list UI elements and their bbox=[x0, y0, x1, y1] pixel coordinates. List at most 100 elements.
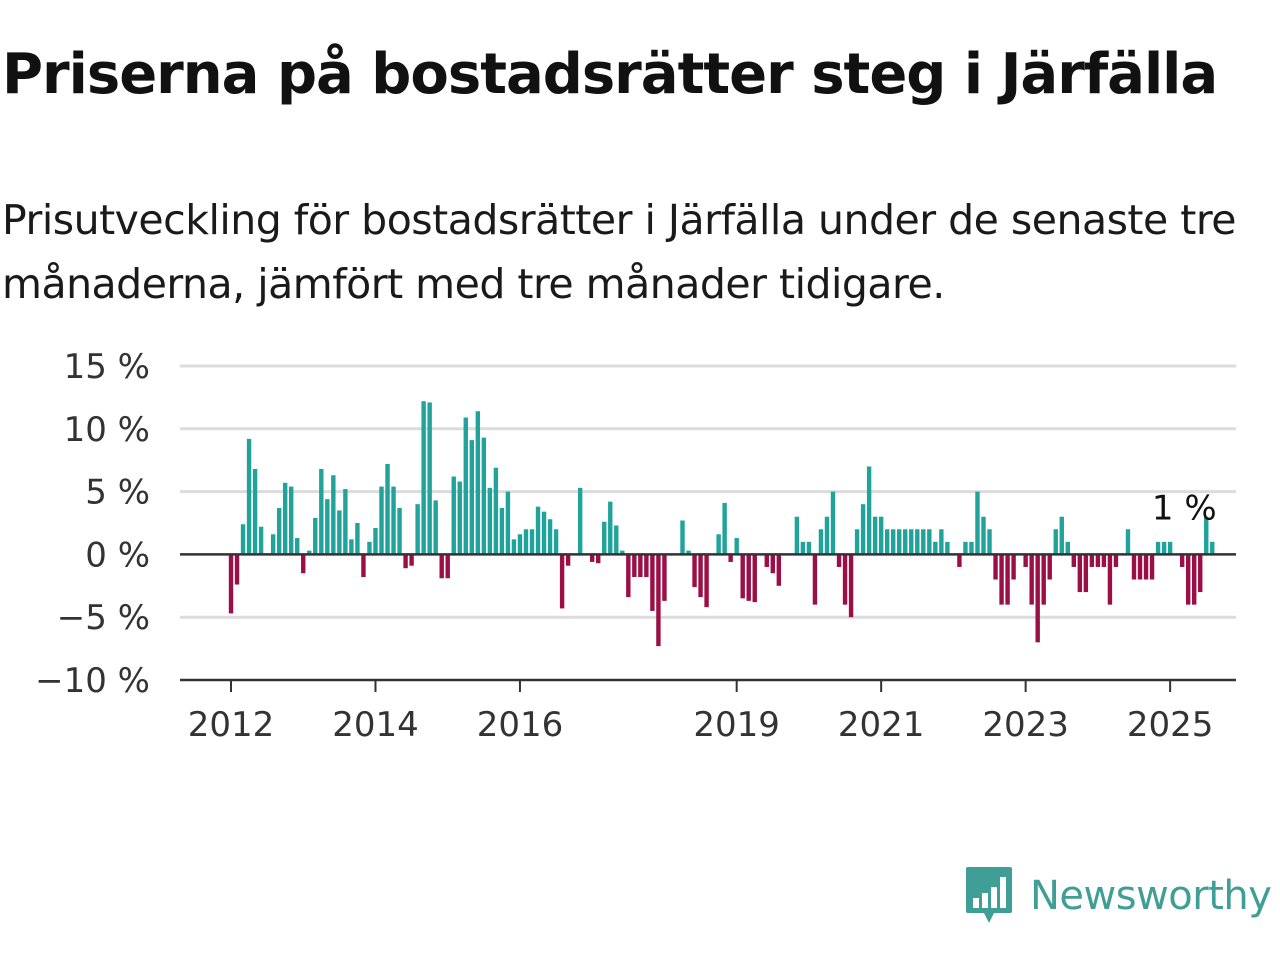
bar bbox=[487, 487, 493, 555]
bar bbox=[746, 554, 751, 601]
bar bbox=[1155, 541, 1161, 555]
bar bbox=[626, 554, 631, 598]
bar bbox=[403, 554, 408, 569]
bar bbox=[373, 528, 378, 555]
x-tick-label: 2012 bbox=[188, 705, 275, 745]
bar bbox=[228, 554, 234, 614]
brand-name: Newsworthy bbox=[1030, 873, 1272, 919]
bar bbox=[740, 554, 745, 599]
bar bbox=[270, 534, 276, 555]
bar bbox=[921, 529, 926, 555]
bar bbox=[234, 554, 240, 585]
bar bbox=[1161, 541, 1167, 555]
bar bbox=[499, 507, 505, 555]
bar bbox=[1131, 554, 1137, 580]
x-tick-label: 2023 bbox=[982, 705, 1069, 745]
bar bbox=[325, 499, 330, 555]
bar bbox=[891, 529, 896, 555]
bar bbox=[644, 554, 649, 578]
bar bbox=[481, 437, 487, 555]
bar bbox=[734, 538, 739, 555]
gridlines bbox=[180, 364, 1236, 619]
bar bbox=[933, 541, 938, 555]
bars bbox=[228, 401, 1215, 647]
bar bbox=[409, 554, 414, 566]
bar bbox=[824, 516, 830, 555]
bar bbox=[866, 466, 872, 555]
y-tick-label: −10 % bbox=[35, 661, 150, 701]
y-tick-label: 10 % bbox=[64, 410, 150, 450]
bar bbox=[608, 501, 613, 555]
bar bbox=[1047, 554, 1052, 580]
bar bbox=[1005, 554, 1010, 605]
bar bbox=[812, 554, 818, 605]
chart-title: Priserna på bostadsrätter steg i Järfäll… bbox=[2, 42, 1218, 107]
bar bbox=[493, 467, 499, 555]
bar bbox=[830, 491, 836, 555]
bar bbox=[698, 554, 703, 598]
bar bbox=[385, 463, 390, 555]
bar bbox=[632, 554, 637, 578]
bar bbox=[860, 504, 866, 555]
bar bbox=[945, 541, 950, 555]
bar bbox=[842, 554, 848, 605]
bar bbox=[1204, 516, 1209, 555]
bar bbox=[927, 529, 932, 555]
bar bbox=[686, 550, 691, 555]
bar bbox=[1179, 554, 1185, 567]
x-tick-label: 2014 bbox=[332, 705, 419, 745]
bar bbox=[391, 486, 396, 555]
y-tick-label: 0 % bbox=[85, 535, 150, 575]
last-value-label: 1 % bbox=[1152, 489, 1217, 529]
bar bbox=[1029, 554, 1034, 605]
bar bbox=[529, 529, 535, 555]
bar bbox=[957, 554, 962, 567]
bar bbox=[806, 541, 812, 555]
axis-labels: 15 % 10 % 5 % 0 % −5 % −10 % 2012 2014 2016 2019 2… bbox=[35, 347, 1217, 745]
bar bbox=[1053, 529, 1058, 555]
bar bbox=[427, 402, 432, 555]
bar bbox=[794, 516, 800, 555]
bar bbox=[289, 486, 294, 555]
bar bbox=[1143, 554, 1149, 580]
bar bbox=[1065, 541, 1070, 555]
bar bbox=[559, 554, 565, 609]
bar bbox=[1113, 554, 1119, 567]
bar bbox=[349, 539, 354, 555]
bar bbox=[240, 524, 246, 555]
bar bbox=[421, 401, 426, 555]
bar bbox=[872, 516, 878, 555]
bar bbox=[854, 529, 860, 555]
bar bbox=[445, 554, 450, 579]
bar bbox=[1011, 554, 1016, 580]
bar bbox=[650, 554, 655, 611]
bar bbox=[276, 507, 282, 555]
bar bbox=[511, 539, 517, 555]
bar bbox=[252, 468, 258, 555]
brand: Newsworthy bbox=[964, 864, 1272, 928]
bar bbox=[505, 491, 511, 555]
bar bbox=[282, 482, 288, 555]
bar bbox=[656, 554, 661, 647]
bar bbox=[463, 417, 468, 555]
bar bbox=[963, 541, 968, 555]
x-tick-label: 2016 bbox=[477, 705, 564, 745]
bar bbox=[716, 534, 721, 555]
bar bbox=[246, 438, 252, 555]
bar bbox=[836, 554, 842, 567]
bar bbox=[1185, 554, 1191, 605]
bar bbox=[909, 529, 914, 555]
bar bbox=[728, 554, 733, 562]
bar bbox=[800, 541, 806, 555]
bar bbox=[541, 511, 547, 555]
bar bbox=[469, 440, 474, 555]
bar bbox=[1107, 554, 1113, 605]
bar bbox=[295, 538, 300, 555]
bar bbox=[523, 529, 529, 555]
bar bbox=[313, 517, 318, 555]
bar bbox=[565, 554, 571, 566]
x-tick-label: 2021 bbox=[838, 705, 925, 745]
bar bbox=[1149, 554, 1155, 580]
bar bbox=[547, 519, 553, 555]
bar bbox=[602, 521, 607, 555]
